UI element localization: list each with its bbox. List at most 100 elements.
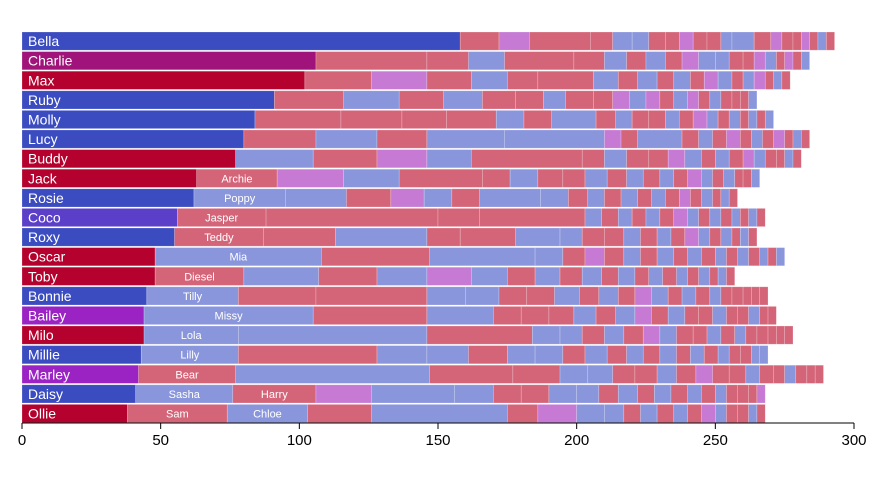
bar-segment[interactable] xyxy=(482,90,516,110)
bar-segment[interactable] xyxy=(312,306,428,325)
bar-segment[interactable] xyxy=(426,325,533,345)
bar-segment[interactable] xyxy=(654,384,672,404)
bar-segment[interactable] xyxy=(739,345,752,365)
bar-segment[interactable] xyxy=(617,286,636,306)
bar-segment[interactable] xyxy=(814,364,824,384)
bar-segment[interactable] xyxy=(690,70,705,90)
bar-segment[interactable] xyxy=(617,70,638,90)
bar-segment[interactable] xyxy=(537,404,577,423)
bar-segment[interactable] xyxy=(401,110,447,129)
bar-segment[interactable] xyxy=(634,286,652,306)
bar-segment[interactable] xyxy=(604,227,625,247)
bar-segment[interactable] xyxy=(701,168,713,188)
bar-segment[interactable] xyxy=(274,90,344,110)
bar-segment[interactable] xyxy=(581,325,605,345)
bar-segment[interactable] xyxy=(701,404,716,423)
bar-segment[interactable] xyxy=(684,306,700,325)
bar-segment[interactable] xyxy=(720,90,733,110)
bar-segment[interactable] xyxy=(739,90,749,110)
bar-segment[interactable] xyxy=(590,31,614,51)
bar-segment[interactable] xyxy=(493,306,522,325)
bar-segment[interactable] xyxy=(584,247,605,267)
bar-segment[interactable] xyxy=(712,364,730,384)
bar-segment[interactable] xyxy=(529,31,591,51)
bar-segment[interactable] xyxy=(687,404,702,423)
bar-segment[interactable] xyxy=(626,149,650,169)
bar-segment[interactable] xyxy=(312,149,378,169)
bar-segment[interactable] xyxy=(470,149,583,169)
bar-segment[interactable] xyxy=(764,110,774,129)
bar-segment[interactable] xyxy=(531,325,561,345)
bar-segment[interactable] xyxy=(648,31,666,51)
bar-segment[interactable] xyxy=(706,325,722,345)
bar-segment[interactable] xyxy=(687,90,699,110)
bar-segment[interactable] xyxy=(604,51,627,71)
bar-segment[interactable] xyxy=(642,325,661,345)
bar-segment[interactable] xyxy=(437,208,480,227)
bar-segment[interactable] xyxy=(451,188,480,208)
bar-segment[interactable] xyxy=(781,70,791,90)
bar-segment[interactable] xyxy=(825,31,835,51)
bar-segment[interactable] xyxy=(454,384,494,404)
bar-segment[interactable] xyxy=(748,247,760,267)
bar-segment[interactable] xyxy=(634,306,652,325)
bar-segment[interactable] xyxy=(784,149,794,169)
bar-segment[interactable] xyxy=(318,266,378,286)
bar-segment[interactable] xyxy=(262,227,336,247)
bar-segment[interactable] xyxy=(726,266,736,286)
bar-segment[interactable] xyxy=(753,31,772,51)
bar-segment[interactable] xyxy=(520,384,550,404)
bar-segment[interactable] xyxy=(482,168,511,188)
bar-segment[interactable] xyxy=(426,306,494,325)
bar-segment-primary[interactable] xyxy=(21,31,461,51)
bar-segment[interactable] xyxy=(792,129,802,149)
bar-segment[interactable] xyxy=(562,345,586,365)
bar-segment[interactable] xyxy=(734,168,744,188)
bar-segment[interactable] xyxy=(687,208,699,227)
bar-segment[interactable] xyxy=(753,149,766,169)
bar-segment[interactable] xyxy=(551,110,597,129)
bar-segment[interactable] xyxy=(737,306,749,325)
bar-segment[interactable] xyxy=(667,149,686,169)
bar-segment[interactable] xyxy=(559,325,583,345)
bar-segment[interactable] xyxy=(715,51,730,71)
bar-segment[interactable] xyxy=(537,168,564,188)
bar-segment[interactable] xyxy=(665,51,683,71)
bar-segment[interactable] xyxy=(673,404,688,423)
bar-segment[interactable] xyxy=(659,208,675,227)
bar-segment[interactable] xyxy=(307,404,372,423)
bar-segment[interactable] xyxy=(776,247,785,267)
bar-segment[interactable] xyxy=(238,345,378,365)
bar-segment[interactable] xyxy=(728,364,747,384)
bar-segment[interactable] xyxy=(756,325,769,345)
bar-segment[interactable] xyxy=(626,168,644,188)
bar-segment[interactable] xyxy=(598,286,619,306)
bar-segment[interactable] xyxy=(559,364,589,384)
bar-segment[interactable] xyxy=(479,188,541,208)
bar-segment[interactable] xyxy=(781,31,794,51)
bar-segment[interactable] xyxy=(604,149,627,169)
bar-segment[interactable] xyxy=(712,188,722,208)
bar-segment-primary[interactable] xyxy=(21,70,306,90)
bar-segment[interactable] xyxy=(720,208,733,227)
bar-segment[interactable] xyxy=(698,306,713,325)
bar-segment[interactable] xyxy=(648,110,666,129)
bar-segment[interactable] xyxy=(254,110,342,129)
bar-segment[interactable] xyxy=(321,247,430,267)
bar-segment[interactable] xyxy=(468,345,508,365)
bar-segment[interactable] xyxy=(562,168,586,188)
bar-segment[interactable] xyxy=(656,364,677,384)
bar-segment[interactable] xyxy=(595,306,616,325)
bar-segment[interactable] xyxy=(612,31,633,51)
bar-segment[interactable] xyxy=(640,227,658,247)
bar-segment[interactable] xyxy=(554,286,580,306)
bar-segment[interactable] xyxy=(687,384,702,404)
bar-segment[interactable] xyxy=(651,306,669,325)
bar-segment[interactable] xyxy=(673,168,688,188)
bar-segment[interactable] xyxy=(715,404,727,423)
bar-segment[interactable] xyxy=(731,70,744,90)
bar-segment[interactable] xyxy=(548,306,575,325)
bar-segment[interactable] xyxy=(667,306,686,325)
bar-segment[interactable] xyxy=(573,51,605,71)
bar-segment[interactable] xyxy=(340,110,403,129)
